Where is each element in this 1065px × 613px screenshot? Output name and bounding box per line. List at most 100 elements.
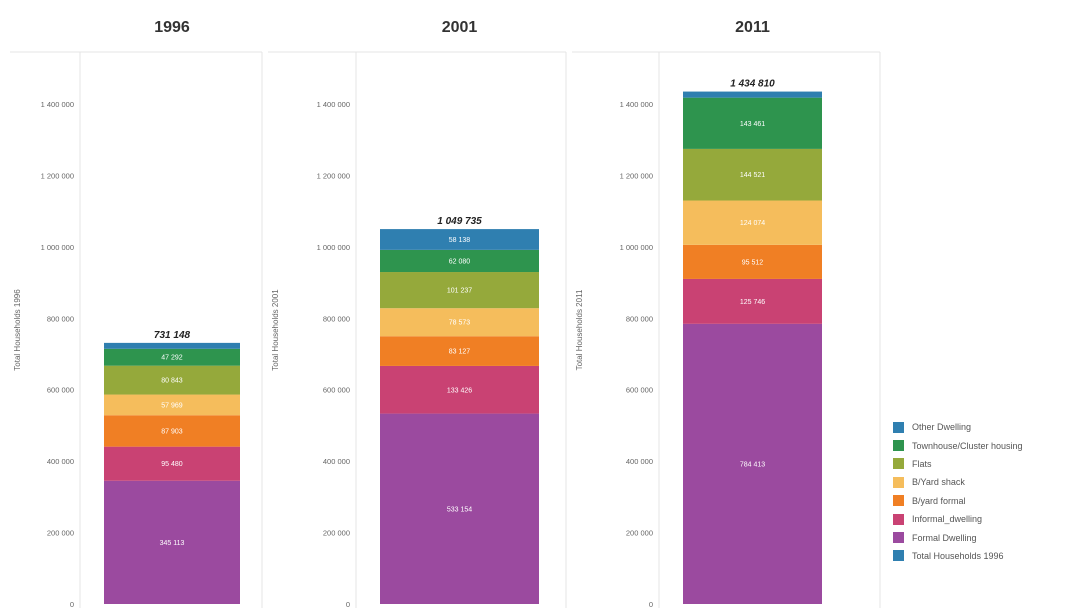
chart-panel-1996: 1996 0 200 000 400 000 600 000 800 000 1 000 0… <box>10 19 263 609</box>
legend-swatch <box>893 532 904 544</box>
data-label: 133 426 <box>447 387 472 394</box>
bar-segment-informal-dwelling <box>683 278 822 324</box>
data-label: 47 292 <box>161 355 183 362</box>
legend: Other Dwelling Townhouse/Cluster housing… <box>893 418 1063 565</box>
legend-swatch <box>893 513 904 525</box>
bar-segment-townhouse-cluster-housing <box>683 97 822 149</box>
bar-segment-b-yard-formal <box>683 244 822 279</box>
legend-label: Townhouse/Cluster housing <box>912 440 1023 451</box>
legend-swatch <box>893 440 904 452</box>
total-label: 1 434 810 <box>730 79 775 90</box>
bar-segment-b-yard-formal <box>104 415 240 447</box>
y-tick-label: 0 <box>346 600 350 608</box>
legend-label: Flats <box>912 458 932 469</box>
y-tick-label: 1 400 000 <box>317 100 350 109</box>
legend-item-byard-shack[interactable]: B/Yard shack <box>893 473 1063 491</box>
data-label: 101 237 <box>447 288 472 295</box>
data-label: 58 138 <box>449 237 471 244</box>
legend-swatch <box>893 421 904 433</box>
data-label: 144 521 <box>740 172 765 179</box>
y-tick-label: 800 000 <box>626 314 653 323</box>
legend-label: Informal_dwelling <box>912 514 983 525</box>
legend-label: B/Yard shack <box>912 477 965 488</box>
y-axis-label: Total Households 1996 <box>13 289 22 371</box>
chart-panel-2011: 2011 0 200 000 400 000 600 000 800 000 1 000 0… <box>572 19 881 609</box>
bar-segment-other-dwelling <box>104 342 240 349</box>
data-label: 95 480 <box>161 461 183 468</box>
data-label: 80 843 <box>161 378 183 385</box>
bar-segment-formal-dwelling <box>683 323 822 604</box>
data-label: 533 154 <box>447 506 472 513</box>
legend-swatch <box>893 476 904 488</box>
y-tick-label: 400 000 <box>626 457 653 466</box>
legend-item-total-households-1996[interactable]: Total Households 1996 <box>893 547 1063 565</box>
legend-swatch <box>893 458 904 470</box>
bar-segment-b-yard-shack <box>380 308 539 337</box>
total-label: 731 148 <box>154 330 191 341</box>
y-axis-label: Total Households 2011 <box>575 289 584 370</box>
y-tick-label: 1 000 000 <box>317 243 350 252</box>
y-tick-label: 600 000 <box>626 386 653 395</box>
bar-segment-other-dwelling <box>683 91 822 98</box>
data-label: 345 113 <box>160 540 185 547</box>
data-label: 125 746 <box>740 299 765 306</box>
y-tick-label: 600 000 <box>323 386 350 395</box>
y-tick-label: 1 000 000 <box>620 243 653 252</box>
legend-item-informal-dwelling[interactable]: Informal_dwelling <box>893 510 1063 528</box>
data-label: 784 413 <box>740 461 765 468</box>
chart-title: 2001 <box>442 19 478 36</box>
chart-title: 1996 <box>154 19 190 36</box>
data-label: 87 903 <box>161 428 183 435</box>
data-label: 57 969 <box>161 402 183 409</box>
total-label: 1 049 735 <box>437 216 482 227</box>
chart-title: 2011 <box>735 19 770 36</box>
chart-panel-2001: 2001 0 200 000 400 000 600 000 800 000 1 000 0… <box>268 19 567 609</box>
y-tick-label: 0 <box>649 600 653 608</box>
data-label: 124 074 <box>740 220 765 227</box>
bar-segment-flats <box>683 148 822 201</box>
legend-swatch <box>893 495 904 507</box>
data-label: 83 127 <box>449 349 471 356</box>
legend-label: B/yard formal <box>912 495 966 506</box>
bar-segment-b-yard-shack <box>683 200 822 245</box>
data-label: 143 461 <box>740 121 765 128</box>
bar-segment-b-yard-shack <box>104 394 240 416</box>
bar-segment-flats <box>380 272 539 309</box>
legend-swatch <box>893 550 904 562</box>
bar-segment-formal-dwelling <box>104 480 240 604</box>
y-tick-label: 400 000 <box>47 457 74 466</box>
data-label: 62 080 <box>449 258 471 265</box>
y-tick-label: 1 200 000 <box>41 171 74 180</box>
bar-segment-townhouse-cluster-housing <box>104 348 240 366</box>
y-tick-label: 1 200 000 <box>317 171 350 180</box>
bar-segment-other-dwelling <box>380 229 539 250</box>
data-label: 95 512 <box>742 259 764 266</box>
y-tick-label: 0 <box>70 600 74 608</box>
bar-segment-flats <box>104 365 240 395</box>
y-tick-label: 600 000 <box>47 386 74 395</box>
bar-segment-formal-dwelling <box>380 413 539 604</box>
y-tick-label: 1 400 000 <box>620 100 653 109</box>
bar-segment-b-yard-formal <box>380 336 539 366</box>
data-label: 78 573 <box>449 320 471 327</box>
legend-item-formal-dwelling[interactable]: Formal Dwelling <box>893 528 1063 546</box>
y-tick-label: 400 000 <box>323 457 350 466</box>
legend-label: Total Households 1996 <box>912 550 1004 561</box>
legend-item-other-dwelling[interactable]: Other Dwelling <box>893 418 1063 436</box>
legend-item-byard-formal[interactable]: B/yard formal <box>893 492 1063 510</box>
legend-item-townhouse[interactable]: Townhouse/Cluster housing <box>893 436 1063 454</box>
y-axis-label: Total Households 2001 <box>271 289 280 371</box>
y-tick-label: 200 000 <box>626 529 653 538</box>
bar-segment-informal-dwelling <box>104 446 240 481</box>
y-tick-label: 1 200 000 <box>620 171 653 180</box>
y-tick-label: 1 400 000 <box>41 100 74 109</box>
y-tick-label: 200 000 <box>323 529 350 538</box>
y-tick-label: 1 000 000 <box>41 243 74 252</box>
y-tick-label: 800 000 <box>323 314 350 323</box>
y-tick-label: 800 000 <box>47 314 74 323</box>
legend-item-flats[interactable]: Flats <box>893 455 1063 473</box>
legend-label: Other Dwelling <box>912 422 972 433</box>
bar-segment-townhouse-cluster-housing <box>380 249 539 273</box>
